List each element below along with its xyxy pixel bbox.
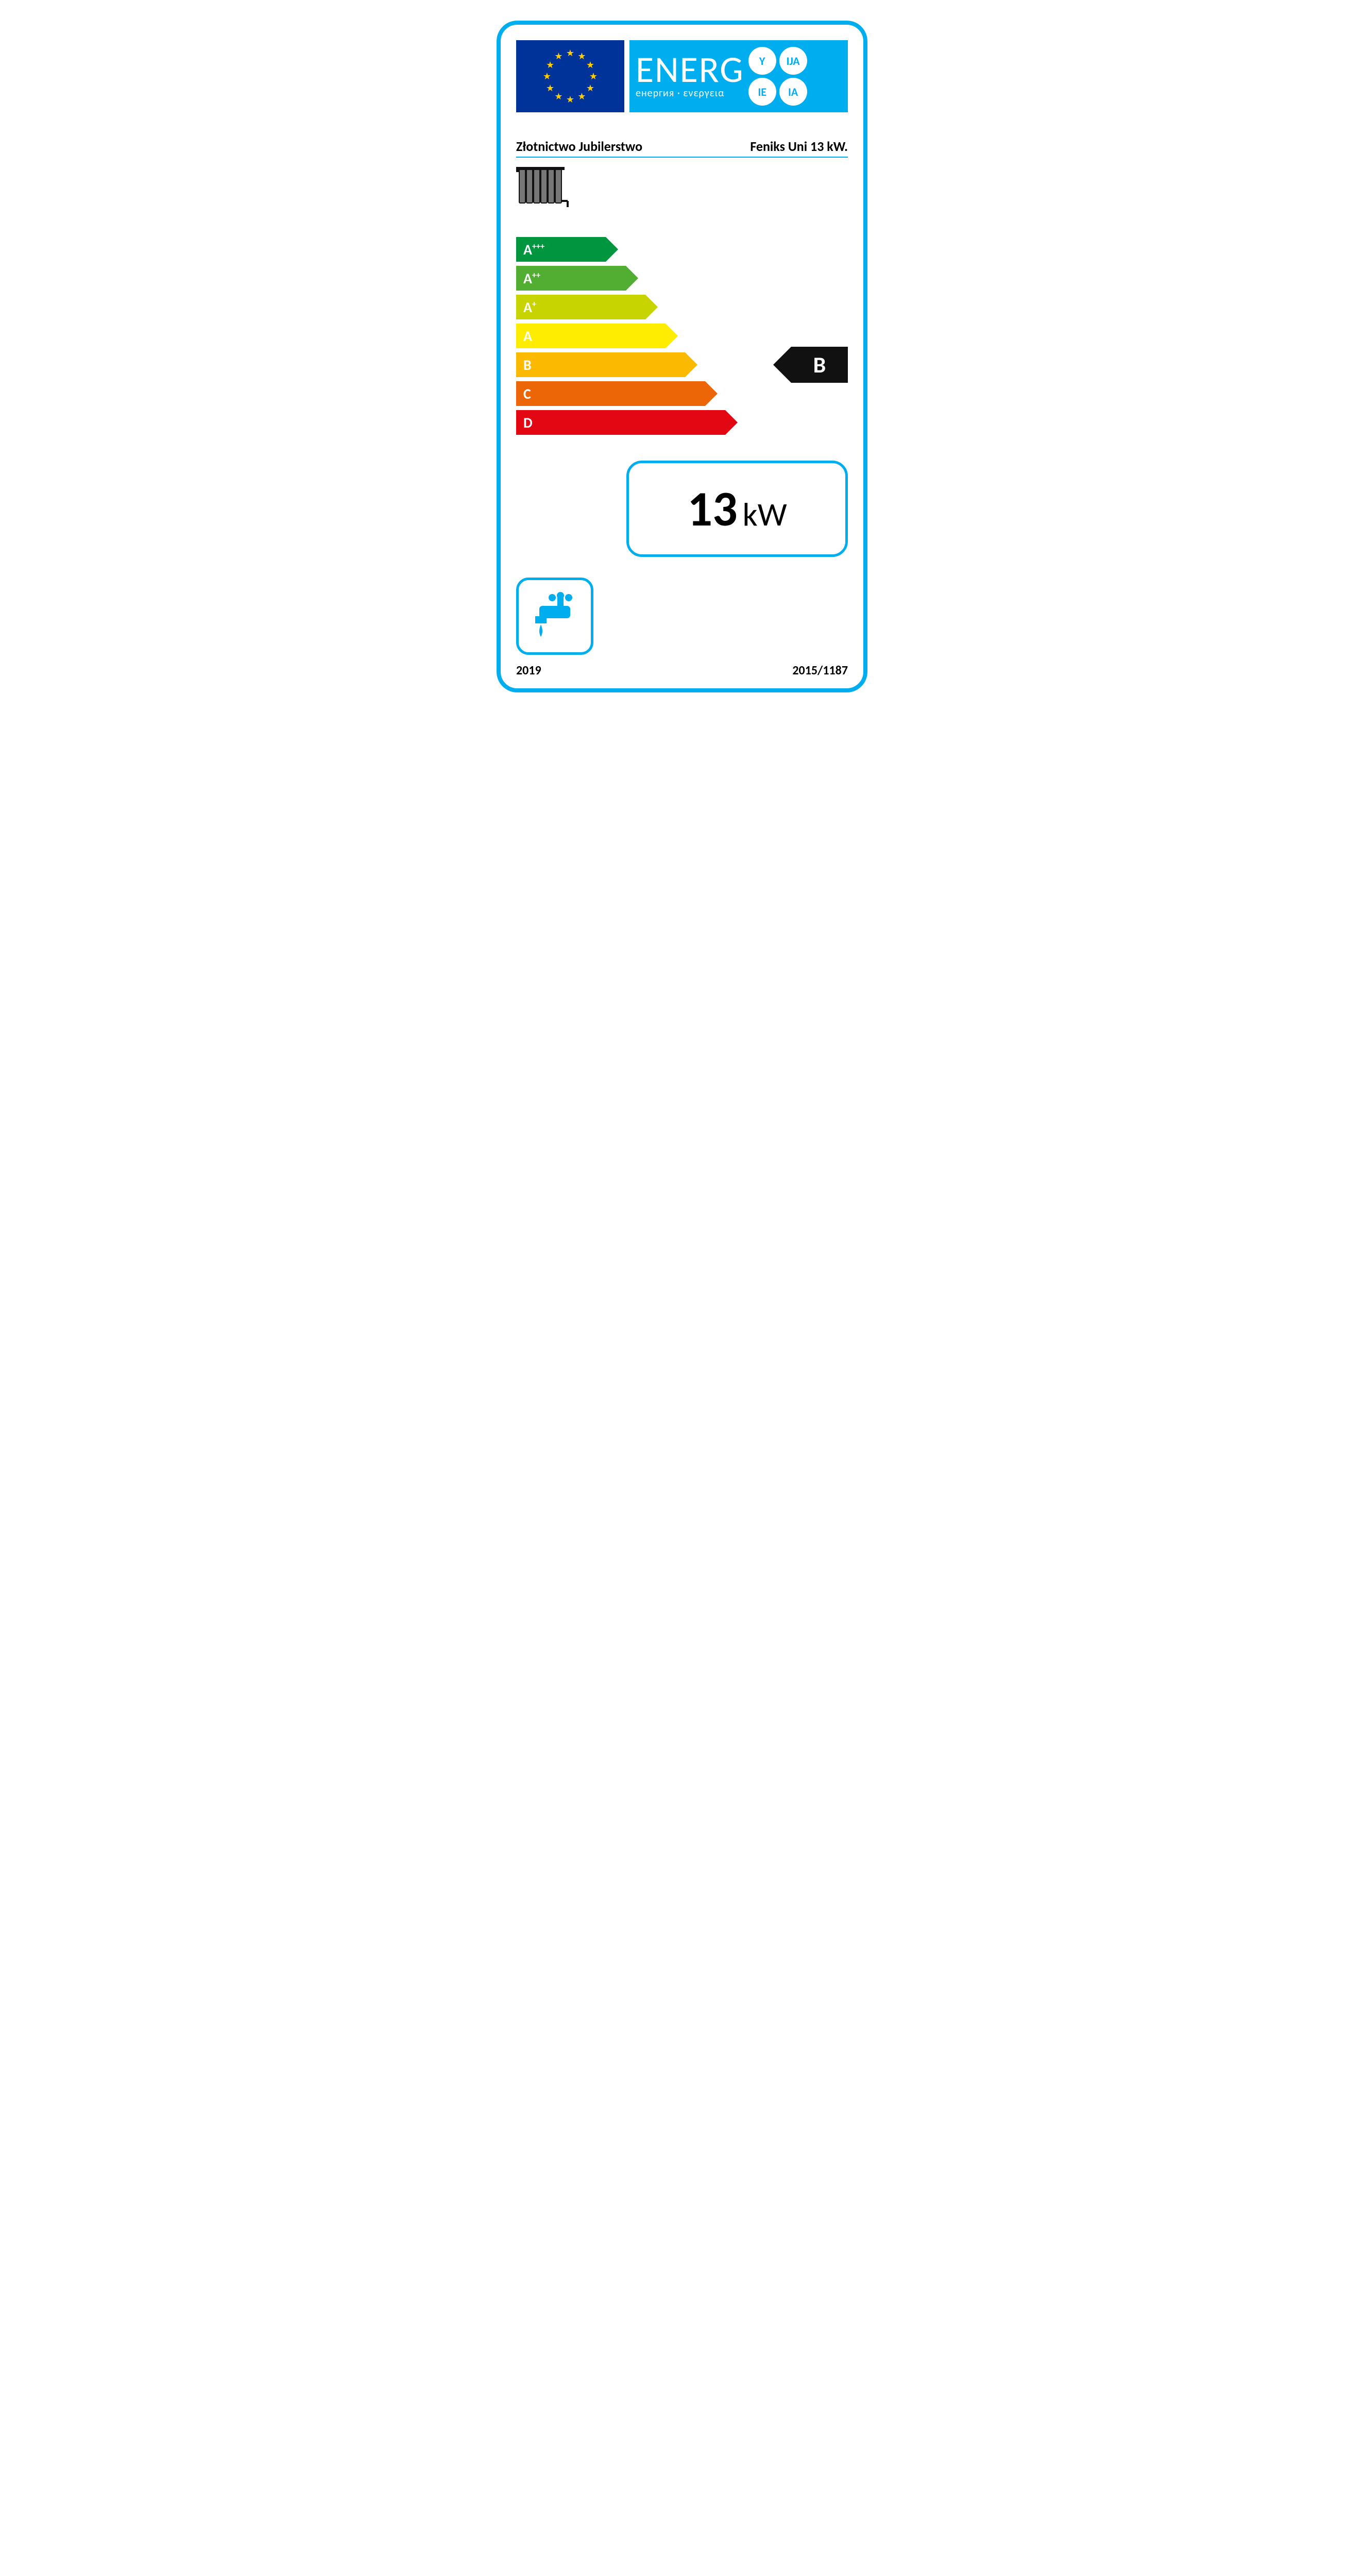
class-label: A+++ xyxy=(523,241,544,259)
eu-star: ★ xyxy=(543,71,551,82)
energ-suffix-circles: YIJAIEIA xyxy=(748,47,807,106)
power-unit: kW xyxy=(743,495,787,535)
eu-star: ★ xyxy=(577,50,586,62)
class-bar: A+ xyxy=(516,295,645,319)
model: Feniks Uni 13 kW. xyxy=(750,138,848,155)
suffix-circle: IJA xyxy=(779,47,807,75)
footer: 2019 2015/1187 xyxy=(516,663,848,678)
rating-pointer: B xyxy=(791,347,848,383)
eu-star: ★ xyxy=(554,50,562,62)
radiator-icon xyxy=(516,165,573,211)
tap-box xyxy=(516,578,593,655)
class-label: D xyxy=(523,414,533,432)
tap-icon xyxy=(529,590,581,642)
energy-label-card: ★★★★★★★★★★★★ ENERG енергия · ενεργεια YI… xyxy=(497,21,867,692)
footer-regulation: 2015/1187 xyxy=(792,663,848,678)
eu-star: ★ xyxy=(586,82,594,94)
product-line: Złotnictwo Jubilerstwo Feniks Uni 13 kW. xyxy=(516,138,848,158)
efficiency-classes: A+++A++A+ABCDB xyxy=(516,237,848,435)
power-value: 13 xyxy=(687,479,737,539)
class-bar: B xyxy=(516,352,685,377)
eu-star: ★ xyxy=(586,59,594,71)
class-row: A+ xyxy=(516,295,848,319)
class-row: C xyxy=(516,381,848,406)
class-bar: D xyxy=(516,410,725,435)
energ-subtitle: енергия · ενεργεια xyxy=(636,87,744,99)
footer-year: 2019 xyxy=(516,663,541,678)
class-label: A+ xyxy=(523,298,536,316)
power-box: 13kW xyxy=(626,461,848,557)
suffix-circle: IA xyxy=(779,78,807,106)
class-bar: A xyxy=(516,324,666,348)
energ-block: ENERG енергия · ενεργεια YIJAIEIA xyxy=(629,40,848,112)
class-label: C xyxy=(523,385,531,403)
class-label: A xyxy=(523,327,532,345)
class-row: A+++ xyxy=(516,237,848,262)
energ-title: ENERG xyxy=(636,53,744,87)
eu-star: ★ xyxy=(577,91,586,102)
eu-star: ★ xyxy=(566,94,574,105)
class-row: A xyxy=(516,324,848,348)
suffix-circle: IE xyxy=(748,78,776,106)
suffix-circle: Y xyxy=(748,47,776,75)
eu-star: ★ xyxy=(546,82,554,94)
eu-star: ★ xyxy=(546,59,554,71)
eu-star: ★ xyxy=(554,91,562,102)
eu-flag: ★★★★★★★★★★★★ xyxy=(516,40,624,112)
manufacturer: Złotnictwo Jubilerstwo xyxy=(516,138,642,155)
eu-star: ★ xyxy=(589,71,598,82)
class-bar: C xyxy=(516,381,705,406)
header: ★★★★★★★★★★★★ ENERG енергия · ενεργεια YI… xyxy=(516,40,848,112)
class-row: A++ xyxy=(516,266,848,291)
class-label: A++ xyxy=(523,269,540,287)
class-bar: A+++ xyxy=(516,237,606,262)
class-row: D xyxy=(516,410,848,435)
eu-star: ★ xyxy=(566,47,574,59)
class-label: B xyxy=(523,356,532,374)
class-bar: A++ xyxy=(516,266,626,291)
